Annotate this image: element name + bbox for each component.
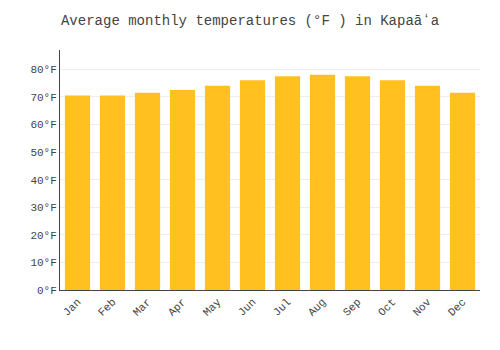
svg-text:Dec: Dec xyxy=(446,296,468,318)
svg-text:Oct: Oct xyxy=(376,296,398,318)
svg-text:30°F: 30°F xyxy=(30,202,56,214)
svg-text:70°F: 70°F xyxy=(30,92,56,104)
svg-text:May: May xyxy=(201,296,224,319)
svg-text:50°F: 50°F xyxy=(30,147,56,159)
svg-text:Mar: Mar xyxy=(131,296,153,318)
svg-text:60°F: 60°F xyxy=(30,119,56,131)
svg-text:Nov: Nov xyxy=(411,296,434,319)
svg-text:Jan: Jan xyxy=(61,296,83,318)
svg-text:0°F: 0°F xyxy=(37,285,57,297)
svg-text:10°F: 10°F xyxy=(30,257,56,269)
svg-text:Feb: Feb xyxy=(96,296,118,318)
svg-text:20°F: 20°F xyxy=(30,230,56,242)
svg-text:Jul: Jul xyxy=(271,296,293,318)
svg-text:40°F: 40°F xyxy=(30,175,56,187)
svg-text:Sep: Sep xyxy=(341,296,363,318)
svg-text:Aug: Aug xyxy=(306,296,328,318)
svg-text:Apr: Apr xyxy=(166,296,188,318)
svg-text:80°F: 80°F xyxy=(30,64,56,76)
svg-text:Average monthly temperatures (: Average monthly temperatures (°F ) in Ka… xyxy=(61,13,439,29)
svg-text:Jun: Jun xyxy=(236,296,258,318)
